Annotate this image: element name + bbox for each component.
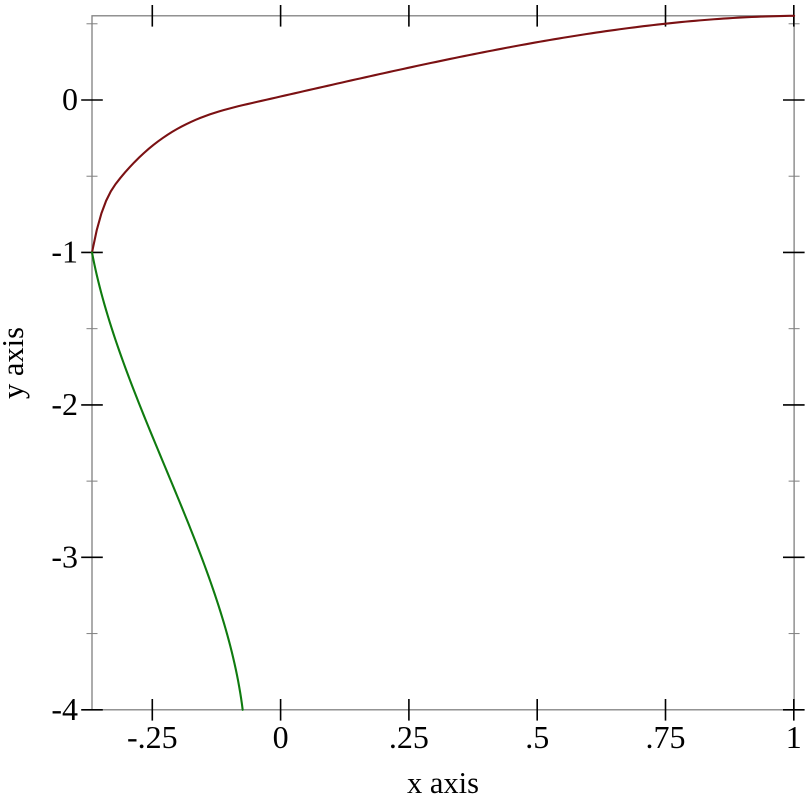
svg-text:0: 0 <box>273 719 289 755</box>
svg-text:.75: .75 <box>646 719 686 755</box>
svg-text:x axis: x axis <box>407 766 479 800</box>
svg-text:-4: -4 <box>51 691 78 727</box>
svg-text:-1: -1 <box>51 234 78 270</box>
svg-text:-3: -3 <box>51 539 78 575</box>
svg-text:0: 0 <box>62 81 78 117</box>
svg-text:.5: .5 <box>525 719 549 755</box>
svg-text:1: 1 <box>786 719 802 755</box>
svg-text:-2: -2 <box>51 386 78 422</box>
svg-text:y axis: y axis <box>0 327 30 399</box>
svg-text:.25: .25 <box>389 719 429 755</box>
svg-text:-.25: -.25 <box>127 719 178 755</box>
